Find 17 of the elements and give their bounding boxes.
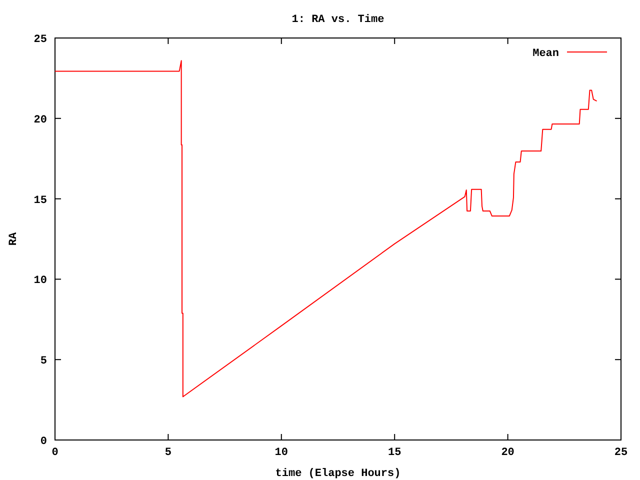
x-tick-label: 25 xyxy=(614,447,628,459)
y-tick-label: 10 xyxy=(34,275,47,288)
legend-label: Mean xyxy=(532,48,559,60)
y-axis-title: RA xyxy=(8,232,20,246)
y-tick-label: 0 xyxy=(40,436,47,448)
y-tick-label: 20 xyxy=(34,114,47,126)
x-tick-label: 20 xyxy=(501,447,514,459)
y-tick-label: 5 xyxy=(40,356,48,368)
x-tick-label: 15 xyxy=(388,447,402,459)
y-tick-label: 15 xyxy=(34,194,48,207)
x-axis-title: time (Elapse Hours) xyxy=(275,468,401,480)
x-tick-label: 10 xyxy=(274,447,288,459)
line-series xyxy=(54,60,598,398)
chart-title: 1: RA vs. Time xyxy=(292,14,385,26)
x-tick-label: 5 xyxy=(164,447,172,459)
y-tick-label: 25 xyxy=(34,34,48,46)
x-tick-label: 0 xyxy=(52,447,58,459)
